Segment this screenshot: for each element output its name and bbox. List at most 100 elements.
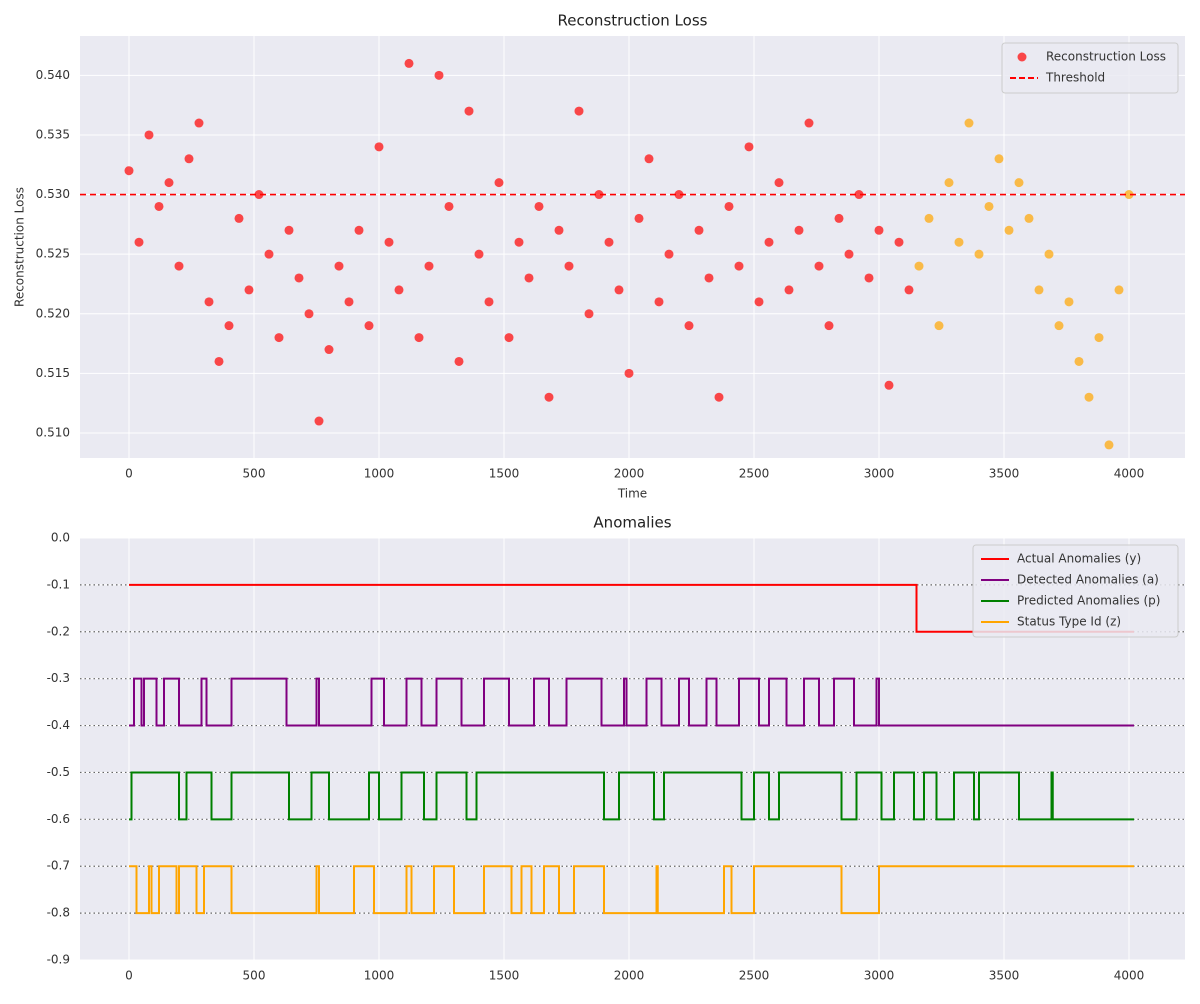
scatter-point: [554, 225, 564, 235]
scatter-point: [414, 333, 424, 343]
legend-label: Detected Anomalies (a): [1017, 573, 1159, 587]
scatter-point: [924, 213, 934, 223]
chart-title: Reconstruction Loss: [558, 12, 708, 30]
step-line: [129, 677, 1134, 727]
legend-box: [1001, 42, 1179, 94]
scatter-point: [1054, 321, 1064, 331]
scatter-point: [794, 225, 804, 235]
scatter-point: [334, 261, 344, 271]
scatter-point: [544, 392, 554, 402]
scatter-point: [814, 261, 824, 271]
scatter-point: [834, 213, 844, 223]
x-axis-label: Time: [617, 487, 647, 501]
scatter-point: [604, 237, 614, 247]
scatter-point: [404, 58, 414, 68]
x-tick-label: 500: [243, 969, 266, 983]
scatter-point: [1024, 213, 1034, 223]
scatter-point: [744, 142, 754, 152]
y-tick-label: 0.525: [36, 247, 70, 261]
scatter-point: [174, 261, 184, 271]
y-tick-label: 0.510: [36, 425, 70, 439]
scatter-point: [224, 321, 234, 331]
legend-label: Actual Anomalies (y): [1017, 552, 1141, 566]
y-tick-label: -0.9: [47, 953, 70, 967]
plot-area: [80, 36, 1185, 458]
scatter-point: [654, 297, 664, 307]
scatter-point: [1064, 297, 1074, 307]
scatter-point: [184, 154, 194, 164]
legend-label: Status Type Id (z): [1017, 615, 1121, 629]
scatter-point: [704, 273, 714, 283]
scatter-point: [354, 225, 364, 235]
scatter-point: [384, 237, 394, 247]
y-tick-label: 0.0: [51, 531, 70, 545]
x-tick-label: 1500: [489, 467, 520, 481]
scatter-point: [264, 249, 274, 259]
chart-title: Anomalies: [593, 514, 671, 532]
scatter-point: [714, 392, 724, 402]
scatter-point: [494, 178, 504, 188]
y-tick-label: -0.2: [47, 624, 70, 638]
scatter-point: [764, 237, 774, 247]
x-tick-label: 1000: [364, 467, 395, 481]
scatter-point: [324, 345, 334, 355]
scatter-point: [344, 297, 354, 307]
y-tick-label: -0.4: [47, 718, 70, 732]
scatter-point: [124, 166, 134, 176]
scatter-point: [574, 106, 584, 116]
scatter-point: [1114, 285, 1124, 295]
scatter-point: [504, 333, 514, 343]
scatter-point: [614, 285, 624, 295]
scatter-point: [974, 249, 984, 259]
y-tick-label: 0.520: [36, 306, 70, 320]
scatter-point: [444, 201, 454, 211]
scatter-point: [864, 273, 874, 283]
scatter-point: [204, 297, 214, 307]
scatter-point: [284, 225, 294, 235]
scatter-point: [294, 273, 304, 283]
scatter-point: [154, 201, 164, 211]
y-tick-label: -0.6: [47, 812, 70, 826]
x-tick-label: 3500: [989, 467, 1020, 481]
scatter-point: [1074, 356, 1084, 366]
scatter-point: [664, 249, 674, 259]
scatter-point: [844, 249, 854, 259]
scatter-point: [424, 261, 434, 271]
scatter-point: [1104, 440, 1114, 450]
scatter-point: [1004, 225, 1014, 235]
x-tick-label: 4000: [1114, 467, 1145, 481]
scatter-point: [144, 130, 154, 140]
x-tick-label: 2500: [739, 969, 770, 983]
scatter-point: [464, 106, 474, 116]
x-tick-label: 1000: [364, 969, 395, 983]
legend-box: [972, 544, 1179, 638]
x-tick-label: 2500: [739, 467, 770, 481]
scatter-point: [914, 261, 924, 271]
scatter-point: [804, 118, 814, 128]
scatter-point: [874, 225, 884, 235]
y-tick-label: -0.8: [47, 906, 70, 920]
scatter-point: [1084, 392, 1094, 402]
scatter-point: [624, 368, 634, 378]
scatter-point: [194, 118, 204, 128]
scatter-point: [734, 261, 744, 271]
step-line: [129, 771, 1134, 821]
x-tick-label: 500: [243, 467, 266, 481]
y-tick-label: 0.540: [36, 68, 70, 82]
scatter-point: [984, 201, 994, 211]
scatter-point: [944, 178, 954, 188]
scatter-point: [134, 237, 144, 247]
scatter-point: [274, 333, 284, 343]
step-line: [129, 865, 1134, 915]
scatter-point: [164, 178, 174, 188]
legend-label: Threshold: [1045, 71, 1105, 85]
y-tick-label: -0.5: [47, 765, 70, 779]
x-tick-label: 0: [125, 969, 133, 983]
legend-label: Predicted Anomalies (p): [1017, 594, 1160, 608]
scatter-point: [934, 321, 944, 331]
scatter-point: [754, 297, 764, 307]
y-tick-label: -0.3: [47, 671, 70, 685]
scatter-point: [824, 321, 834, 331]
scatter-point: [884, 380, 894, 390]
x-tick-label: 2000: [614, 467, 645, 481]
